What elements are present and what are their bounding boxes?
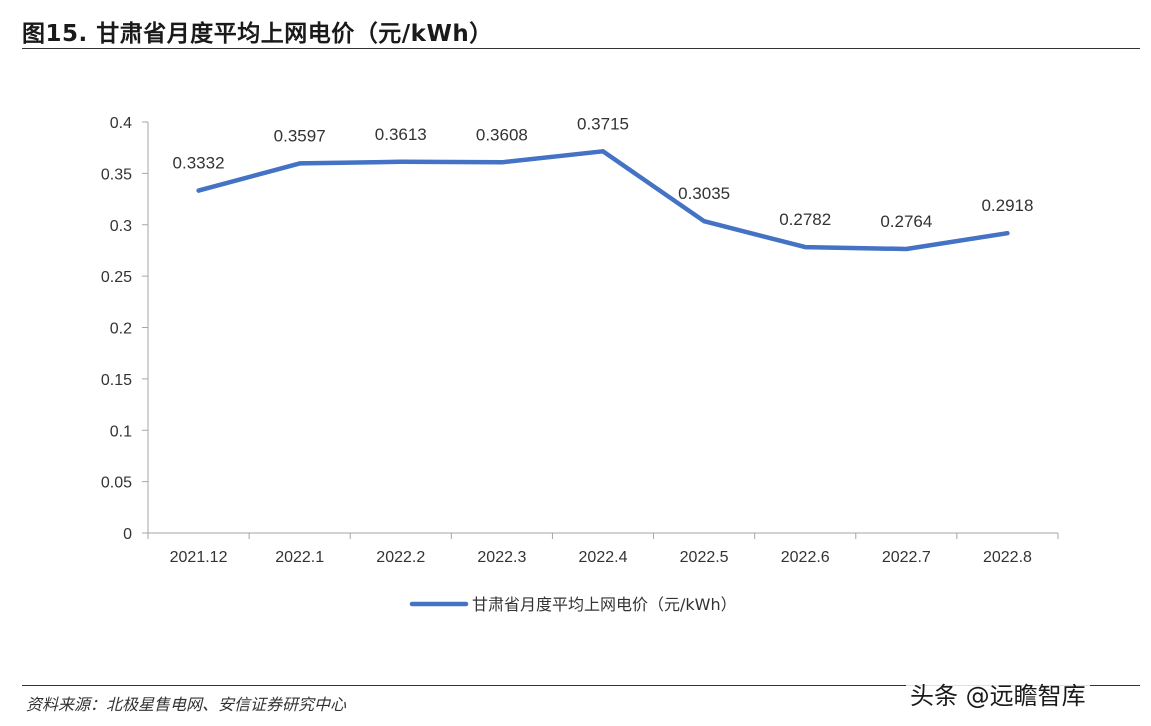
x-tick-label: 2022.5 <box>680 549 729 566</box>
data-point <box>702 219 707 224</box>
x-tick-label: 2022.6 <box>781 549 830 566</box>
source-note: 资料来源：北极星售电网、安信证券研究中心 <box>26 695 347 714</box>
data-point <box>904 246 909 251</box>
y-tick-label: 0.1 <box>110 423 132 440</box>
data-label: 0.2782 <box>779 210 831 229</box>
data-label-group: 0.3332 0.3597 0.3613 0.3608 0.3715 0.3035 0.27… <box>173 114 1034 231</box>
y-tick-label: 0.2 <box>110 321 132 338</box>
data-point <box>398 159 403 164</box>
data-label: 0.3715 <box>577 114 629 133</box>
y-tick-label: 0.05 <box>101 475 132 492</box>
data-label: 0.3608 <box>476 125 528 144</box>
y-tick-label: 0.35 <box>101 166 132 183</box>
y-tick-label: 0 <box>123 526 132 543</box>
x-tick-label: 2022.2 <box>376 549 425 566</box>
y-tick-label: 0.3 <box>110 218 132 235</box>
source-divider <box>22 685 1140 686</box>
x-tick-label: 2022.1 <box>275 549 324 566</box>
data-point <box>803 245 808 250</box>
title-divider <box>22 48 1140 49</box>
x-tick-label: 2022.3 <box>477 549 526 566</box>
data-label: 0.3597 <box>274 126 326 145</box>
data-label: 0.3332 <box>173 154 225 173</box>
data-point <box>297 161 302 166</box>
y-axis: 0 0.05 0.1 0.15 0.2 0.25 0.3 0.35 0.4 <box>101 115 149 543</box>
figure-title: 图15. 甘肃省月度平均上网电价（元/kWh） <box>22 21 493 47</box>
legend-label: 甘肃省月度平均上网电价（元/kWh） <box>472 595 737 614</box>
data-point <box>499 160 504 165</box>
y-tick-label: 0.25 <box>101 269 132 286</box>
y-tick-label: 0.4 <box>110 115 132 132</box>
x-tick-label: 2022.4 <box>579 549 628 566</box>
data-point <box>601 149 605 154</box>
data-label: 0.2918 <box>981 196 1033 215</box>
data-label: 0.2764 <box>880 212 932 231</box>
data-label: 0.3613 <box>375 125 427 144</box>
x-tick-label: 2022.8 <box>983 549 1032 566</box>
x-tick-label: 2022.7 <box>882 549 931 566</box>
data-point <box>196 188 201 193</box>
series-line <box>196 149 1010 252</box>
legend: 甘肃省月度平均上网电价（元/kWh） <box>409 595 737 614</box>
line-chart: 00.050.10.150.20.250.30.350.4 2021.12 202… <box>101 114 1059 614</box>
y-tick-label: 0.15 <box>101 372 132 389</box>
series-line-group <box>196 149 1010 252</box>
data-point <box>1005 231 1010 236</box>
data-label: 0.3035 <box>678 184 730 203</box>
watermark: 头条 @远瞻智库 <box>906 676 1090 711</box>
x-tick-label: 2021.12 <box>170 549 228 566</box>
x-axis: 2021.12 2022.1 2022.2 2022.3 2022.4 2022.5 202… <box>147 532 1059 566</box>
